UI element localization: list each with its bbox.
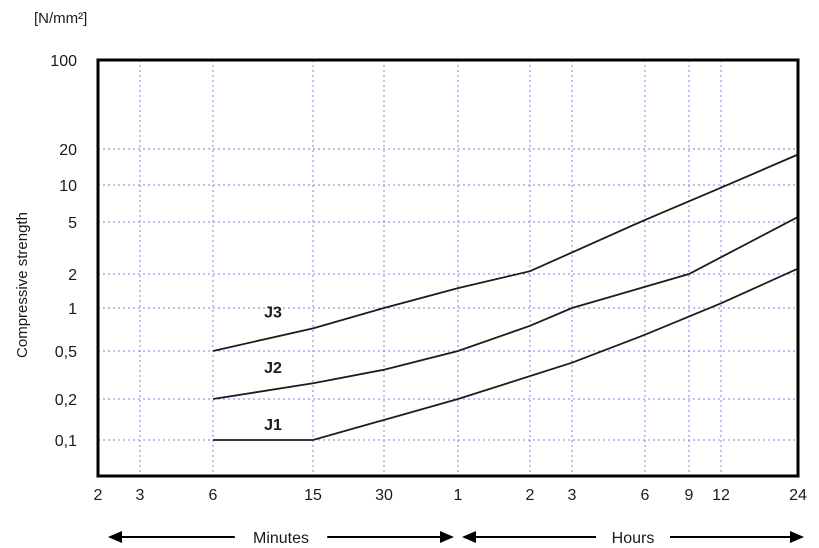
x-tick-labels: 2 3 6 15 30 1 2 3 6 9 12 24 [94,487,807,504]
period-arrowhead-right [790,531,804,543]
y-tick-label: 2 [68,267,77,284]
curve-layer [212,153,799,441]
plot-frame [96,58,800,478]
y-axis-label: Compressive strength [14,212,31,358]
y-tick-label: 100 [50,53,77,70]
x-tick-label: 3 [568,487,577,504]
x-tick-label: 30 [375,487,393,504]
x-tick-label: 6 [641,487,650,504]
x-tick-label: 12 [712,487,730,504]
period-arrows: Minutes Hours [108,530,804,547]
unit-label: [N/mm²] [34,10,87,27]
y-tick-label: 5 [68,215,77,232]
y-tick-label: 0,2 [55,392,77,409]
x-tick-label: 9 [685,487,694,504]
series-label-j3: J3 [264,305,282,322]
y-tick-label: 20 [59,142,77,159]
y-tick-labels: 0,1 0,2 0,5 1 2 5 10 20 100 [50,53,77,450]
period-arrowhead-left [462,531,476,543]
period-arrowhead-left [108,531,122,543]
y-tick-label: 0,1 [55,433,77,450]
series-line-j1 [213,267,799,441]
x-tick-label: 15 [304,487,322,504]
x-tick-label: 2 [94,487,103,504]
series-line-j2 [212,216,799,400]
y-tick-label: 0,5 [55,344,77,361]
series-label-j1: J1 [264,417,282,434]
x-tick-label: 1 [454,487,463,504]
y-tick-label: 1 [68,301,77,318]
series-labels: J1 J2 J3 [264,305,282,434]
grid-layer [98,60,798,476]
x-tick-label: 24 [789,487,807,504]
period-label-hours: Hours [612,530,655,547]
period-arrowhead-right [440,531,454,543]
series-label-j2: J2 [264,360,282,377]
period-label-minutes: Minutes [253,530,309,547]
x-tick-label: 2 [526,487,535,504]
y-tick-label: 10 [59,178,77,195]
x-tick-label: 6 [209,487,218,504]
x-tick-label: 3 [136,487,145,504]
series-line-j3 [212,153,799,352]
